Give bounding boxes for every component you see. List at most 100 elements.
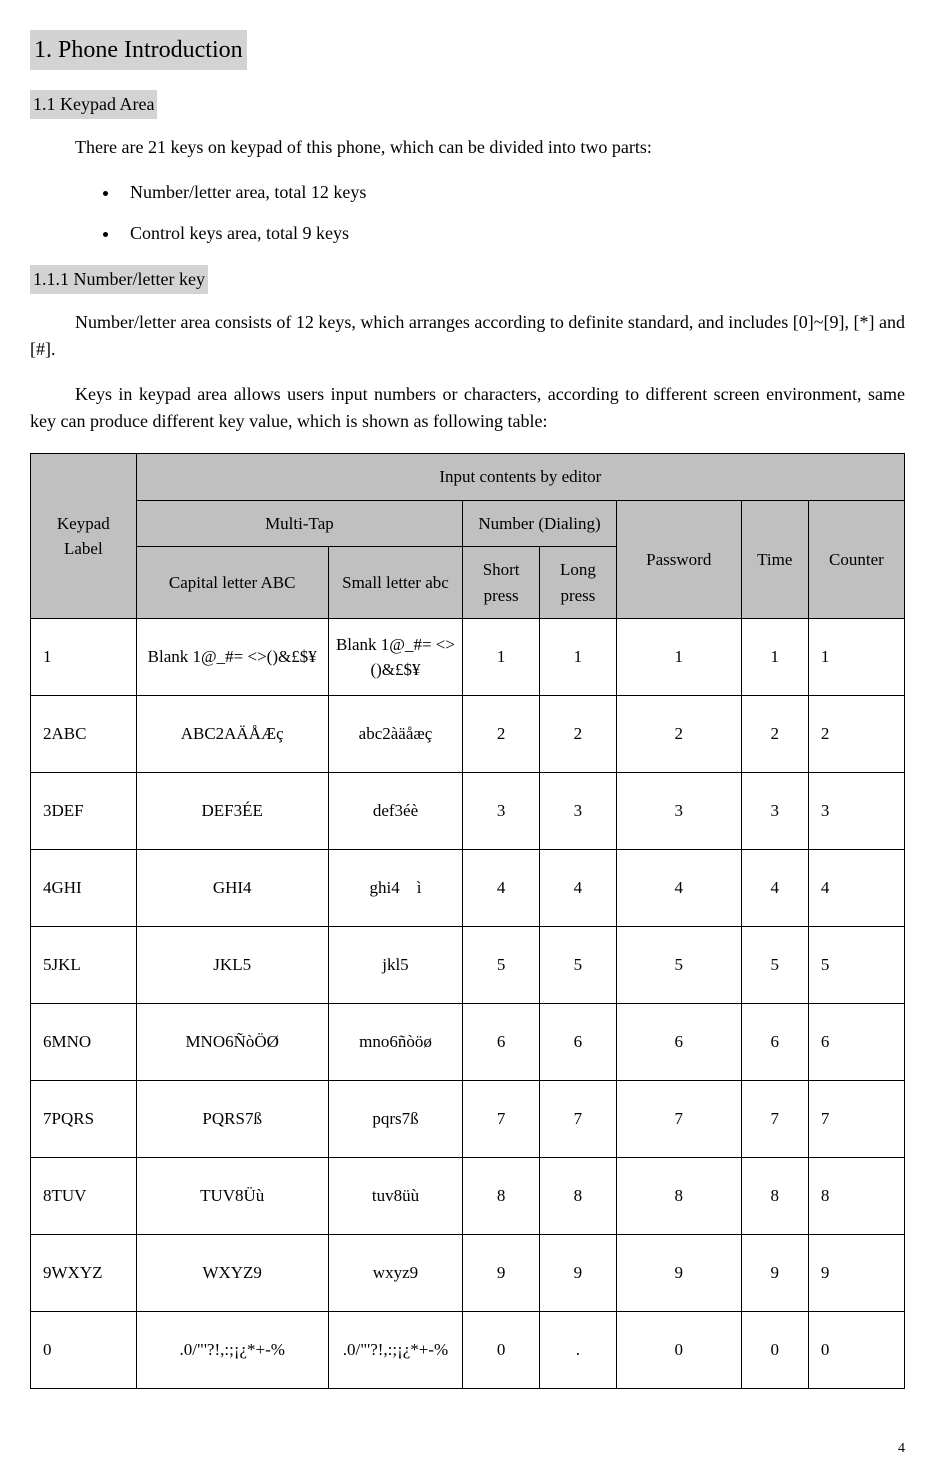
heading-2: 1.1 Keypad Area <box>30 90 157 119</box>
table-cell: 4GHI <box>31 850 137 927</box>
table-cell: 3 <box>540 773 617 850</box>
table-cell: 4 <box>741 850 808 927</box>
table-cell: 6MNO <box>31 1004 137 1081</box>
table-cell: 2 <box>540 696 617 773</box>
table-cell: 9 <box>741 1235 808 1312</box>
table-cell: .0/"'?!,:;¡¿*+-% <box>328 1312 462 1389</box>
table-cell: mno6ñòöø <box>328 1004 462 1081</box>
th-multi-tap: Multi-Tap <box>136 500 463 547</box>
table-cell: 6 <box>808 1004 904 1081</box>
table-cell: def3éè <box>328 773 462 850</box>
th-keypad-label: Keypad Label <box>31 454 137 619</box>
table-cell: 8 <box>540 1158 617 1235</box>
table-cell: 2 <box>741 696 808 773</box>
table-cell: 3 <box>741 773 808 850</box>
paragraph-body: Keys in keypad area allows users input n… <box>30 381 905 435</box>
table-cell: 1 <box>741 619 808 696</box>
table-cell: 4 <box>808 850 904 927</box>
table-row: 5JKLJKL5jkl555555 <box>31 927 905 1004</box>
table-cell: TUV8Üù <box>136 1158 328 1235</box>
table-cell: pqrs7ß <box>328 1081 462 1158</box>
list-item: Number/letter area, total 12 keys <box>120 179 905 206</box>
table-cell: MNO6ÑòÖØ <box>136 1004 328 1081</box>
table-cell: abc2àäåæç <box>328 696 462 773</box>
table-cell: 2 <box>808 696 904 773</box>
table-cell: 3DEF <box>31 773 137 850</box>
table-cell: 3 <box>808 773 904 850</box>
table-cell: .0/"'?!,:;¡¿*+-% <box>136 1312 328 1389</box>
table-cell: 8 <box>808 1158 904 1235</box>
table-cell: 7 <box>540 1081 617 1158</box>
table-cell: 7 <box>463 1081 540 1158</box>
table-row: 6MNOMNO6ÑòÖØmno6ñòöø66666 <box>31 1004 905 1081</box>
keypad-table: Keypad Label Input contents by editor Mu… <box>30 453 905 1389</box>
th-short-press: Short press <box>463 547 540 619</box>
table-cell: wxyz9 <box>328 1235 462 1312</box>
table-row: 2ABCABC2AÄÅÆçabc2àäåæç22222 <box>31 696 905 773</box>
table-cell: 2 <box>616 696 741 773</box>
table-cell: 5 <box>463 927 540 1004</box>
table-body: 1Blank 1@_#= <>()&£$¥Blank 1@_#= <>()&£$… <box>31 619 905 1389</box>
paragraph-intro: There are 21 keys on keypad of this phon… <box>30 134 905 161</box>
table-cell: 5JKL <box>31 927 137 1004</box>
table-cell: 9 <box>808 1235 904 1312</box>
table-cell: 9 <box>463 1235 540 1312</box>
table-cell: 9WXYZ <box>31 1235 137 1312</box>
table-cell: 8 <box>463 1158 540 1235</box>
table-cell: 8 <box>741 1158 808 1235</box>
table-row: 3DEFDEF3ÉEdef3éè33333 <box>31 773 905 850</box>
th-password: Password <box>616 500 741 619</box>
table-cell: 2 <box>463 696 540 773</box>
table-cell: 8TUV <box>31 1158 137 1235</box>
table-row: 8TUVTUV8Üùtuv8üù88888 <box>31 1158 905 1235</box>
table-cell: 6 <box>463 1004 540 1081</box>
table-cell: tuv8üù <box>328 1158 462 1235</box>
table-cell: 1 <box>31 619 137 696</box>
table-cell: GHI4 <box>136 850 328 927</box>
page-number: 4 <box>898 1438 905 1459</box>
paragraph-body: Number/letter area consists of 12 keys, … <box>30 309 905 363</box>
th-number-dialing: Number (Dialing) <box>463 500 617 547</box>
table-cell: 7 <box>741 1081 808 1158</box>
table-cell: 6 <box>741 1004 808 1081</box>
table-cell: ghi4 ì <box>328 850 462 927</box>
table-cell: jkl5 <box>328 927 462 1004</box>
table-cell: 7 <box>616 1081 741 1158</box>
table-cell: 5 <box>741 927 808 1004</box>
table-cell: 5 <box>808 927 904 1004</box>
table-cell: 1 <box>616 619 741 696</box>
table-cell: DEF3ÉE <box>136 773 328 850</box>
table-cell: 2ABC <box>31 696 137 773</box>
th-time: Time <box>741 500 808 619</box>
table-cell: 5 <box>616 927 741 1004</box>
table-cell: 0 <box>741 1312 808 1389</box>
table-cell: ABC2AÄÅÆç <box>136 696 328 773</box>
table-row: 4GHIGHI4ghi4 ì44444 <box>31 850 905 927</box>
table-cell: Blank 1@_#= <>()&£$¥ <box>136 619 328 696</box>
table-cell: 9 <box>616 1235 741 1312</box>
list-item: Control keys area, total 9 keys <box>120 220 905 247</box>
table-cell: 0 <box>616 1312 741 1389</box>
table-cell: 3 <box>616 773 741 850</box>
table-cell: 7 <box>808 1081 904 1158</box>
table-row: 0.0/"'?!,:;¡¿*+-%.0/"'?!,:;¡¿*+-%0.000 <box>31 1312 905 1389</box>
table-cell: 0 <box>31 1312 137 1389</box>
table-cell: Blank 1@_#= <>()&£$¥ <box>328 619 462 696</box>
table-cell: 4 <box>463 850 540 927</box>
table-cell: 5 <box>540 927 617 1004</box>
table-cell: 7PQRS <box>31 1081 137 1158</box>
table-row: 7PQRSPQRS7ßpqrs7ß77777 <box>31 1081 905 1158</box>
table-cell: JKL5 <box>136 927 328 1004</box>
table-row: 1Blank 1@_#= <>()&£$¥Blank 1@_#= <>()&£$… <box>31 619 905 696</box>
th-input-contents: Input contents by editor <box>136 454 904 501</box>
table-cell: 1 <box>540 619 617 696</box>
table-cell: 6 <box>540 1004 617 1081</box>
table-cell: 4 <box>616 850 741 927</box>
table-cell: 8 <box>616 1158 741 1235</box>
heading-1: 1. Phone Introduction <box>30 30 247 70</box>
bullet-list: Number/letter area, total 12 keys Contro… <box>30 179 905 247</box>
table-cell: 0 <box>463 1312 540 1389</box>
table-cell: WXYZ9 <box>136 1235 328 1312</box>
table-cell: 6 <box>616 1004 741 1081</box>
table-cell: 3 <box>463 773 540 850</box>
